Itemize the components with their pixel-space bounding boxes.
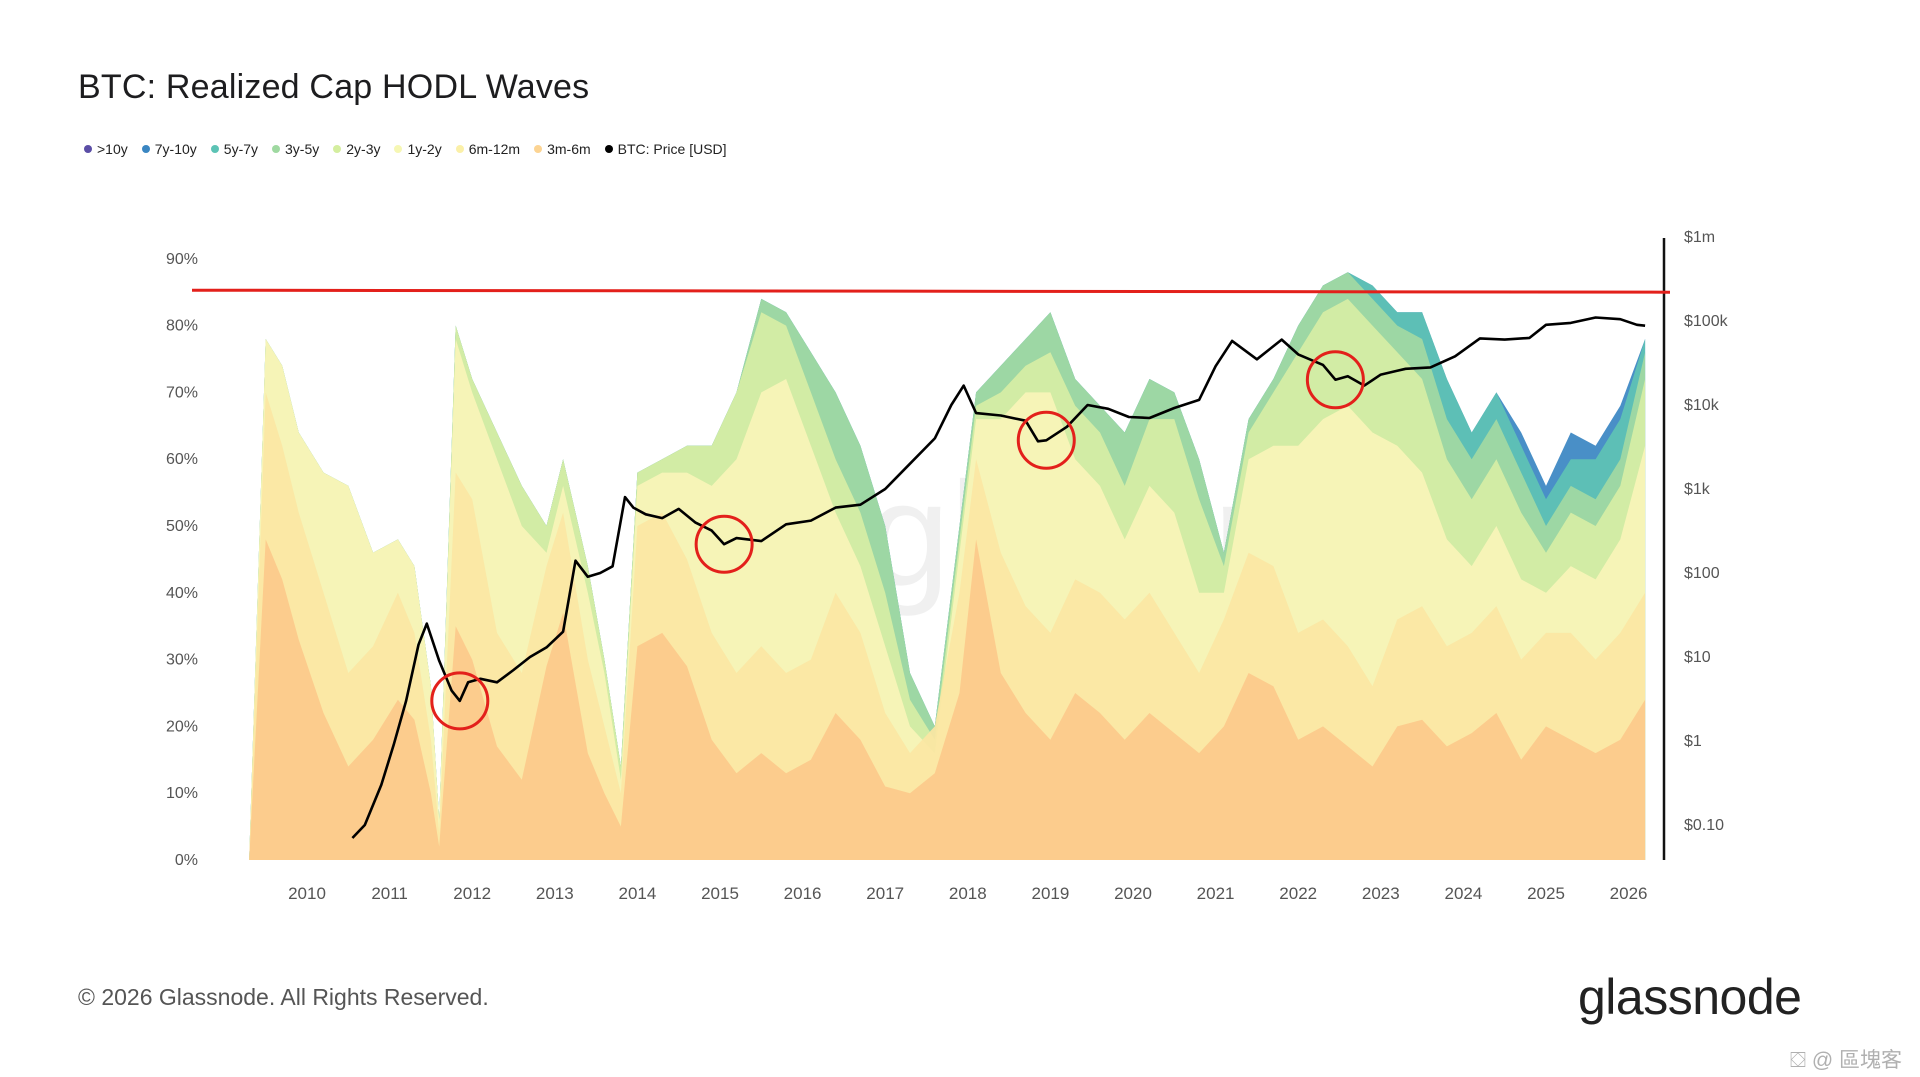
left-tick-label: 30%	[166, 652, 198, 669]
right-tick-label: $10k	[1684, 397, 1720, 414]
hodl-wave-areas	[249, 272, 1646, 860]
right-tick-label: $100k	[1684, 313, 1729, 330]
corner-watermark: ⛋ @ 區塊客	[1790, 1049, 1902, 1072]
left-tick-label: 0%	[175, 852, 198, 869]
price-line	[351, 316, 1646, 839]
x-tick-label: 2023	[1362, 884, 1400, 903]
legend-label: 6m-12m	[468, 141, 521, 157]
x-tick-label: 2020	[1114, 884, 1152, 903]
legend-item[interactable]: 3m-6m	[534, 141, 591, 157]
x-tick-label: 2016	[784, 884, 822, 903]
left-tick-label: 20%	[166, 718, 198, 735]
left-tick-label: 40%	[166, 585, 198, 602]
left-tick-label: 90%	[166, 251, 198, 268]
x-tick-label: 2014	[618, 884, 656, 903]
legend-label: 3m-6m	[547, 141, 591, 157]
legend-dot	[210, 145, 219, 153]
left-tick-label: 70%	[166, 384, 198, 401]
legend-item[interactable]: BTC: Price [USD]	[604, 141, 727, 157]
legend-dot	[333, 145, 342, 153]
left-axis: 0% 10% 20% 30% 40% 50% 60% 70% 80% 90%	[166, 251, 198, 869]
legend-label: 2y-3y	[346, 141, 381, 157]
x-tick-label: 2019	[1031, 884, 1069, 903]
left-tick-label: 10%	[166, 785, 198, 802]
circle-annotation	[1016, 410, 1076, 470]
legend-dot	[272, 145, 281, 153]
left-tick-label: 80%	[166, 318, 198, 335]
legend-item[interactable]: 3y-5y	[272, 141, 319, 157]
x-tick-label: 2018	[949, 884, 987, 903]
page-title: BTC: Realized Cap HODL Waves	[78, 68, 590, 106]
right-tick-label: $100	[1684, 565, 1720, 582]
area-3m-6m	[249, 539, 1646, 860]
legend-label: 7y-10y	[154, 141, 197, 157]
legend-label: 5y-7y	[223, 141, 259, 157]
right-axis: $0.10 $1 $10 $100 $1k $10k $100k $1m	[1684, 229, 1729, 834]
legend-item[interactable]: 7y-10y	[141, 141, 197, 157]
legend-label: 1y-2y	[407, 141, 442, 157]
glassnode-logo: glassnode	[1578, 969, 1802, 1025]
legend-item[interactable]: 1y-2y	[394, 141, 442, 157]
legend-dot	[394, 145, 403, 153]
x-tick-label: 2024	[1444, 884, 1482, 903]
x-tick-label: 2015	[701, 884, 739, 903]
circle-annotation	[430, 671, 490, 731]
x-tick-label: 2013	[536, 884, 574, 903]
left-tick-label: 60%	[166, 451, 198, 468]
legend-dot	[141, 145, 150, 153]
right-tick-label: $1m	[1684, 229, 1715, 246]
circle-annotation	[1305, 350, 1365, 410]
reference-line	[191, 288, 1671, 294]
legend-dot	[604, 145, 613, 153]
legend-label: BTC: Price [USD]	[617, 141, 727, 157]
x-tick-label: 2010	[288, 884, 326, 903]
copyright-footer: © 2026 Glassnode. All Rights Reserved.	[78, 984, 489, 1010]
x-tick-label: 2021	[1197, 884, 1235, 903]
legend-dot	[84, 145, 92, 153]
circle-annotation	[694, 514, 754, 574]
right-tick-label: $10	[1684, 649, 1711, 666]
right-tick-label: $0.10	[1684, 817, 1724, 834]
x-tick-label: 2017	[866, 884, 904, 903]
right-tick-label: $1k	[1684, 481, 1711, 498]
legend-item[interactable]: 5y-7y	[210, 141, 259, 157]
legend-item[interactable]: 2y-3y	[333, 141, 380, 157]
right-tick-label: $1	[1684, 733, 1702, 750]
x-axis: 2010 2011 2012 2013 2014 2015 2016 2017 2018 2019…	[288, 884, 1647, 903]
legend-dot	[455, 145, 464, 153]
x-tick-label: 2022	[1279, 884, 1317, 903]
legend-item[interactable]: >10y	[84, 141, 128, 157]
left-tick-label: 50%	[166, 518, 198, 535]
x-tick-label: 2026	[1610, 884, 1648, 903]
x-tick-label: 2025	[1527, 884, 1565, 903]
legend-label: 3y-5y	[285, 141, 320, 157]
legend-label: >10y	[97, 141, 128, 157]
circle-annotations	[430, 350, 1365, 731]
legend-item[interactable]: 6m-12m	[455, 141, 521, 157]
x-tick-label: 2012	[453, 884, 491, 903]
chart-legend: >10y 7y-10y 5y-7y 3y-5y 2y-3y 1y-2y 6m-12m 3m-6…	[84, 141, 727, 157]
legend-dot	[534, 145, 543, 153]
x-tick-label: 2011	[371, 884, 408, 903]
